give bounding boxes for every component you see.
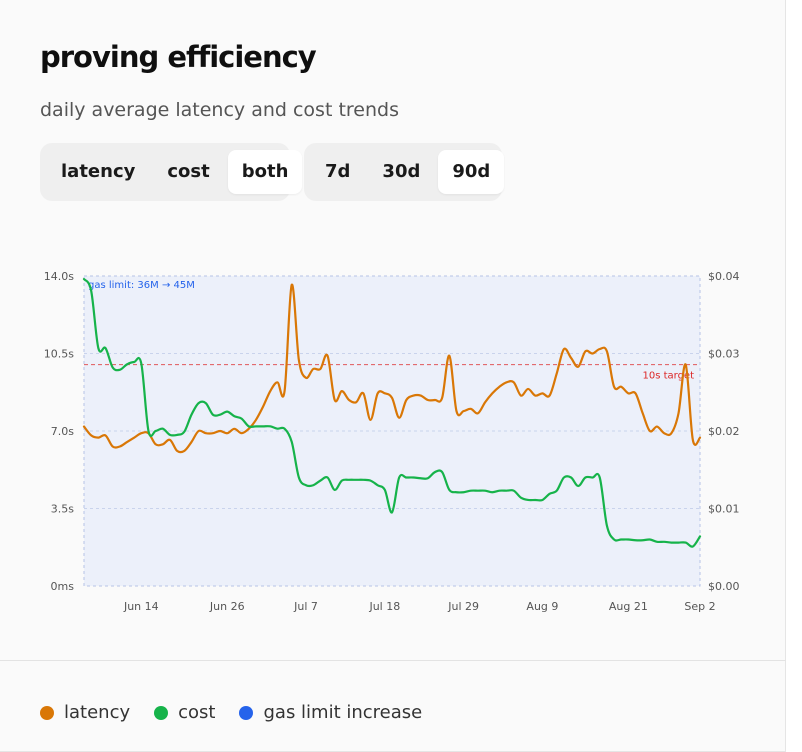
legend-item-cost[interactable]: cost [154,702,215,723]
view-option-cost[interactable]: cost [153,150,223,194]
y-left-tick-label: 14.0s [44,270,74,283]
page-title: proving efficiency [40,40,317,74]
target-label: 10s target [642,371,694,382]
range-option-30d[interactable]: 30d [368,150,434,194]
legend-label-cost: cost [178,702,216,723]
chart-legend: latency cost gas limit increase [40,702,422,723]
range-option-90d[interactable]: 90d [438,150,505,194]
y-left-tick-label: 0ms [51,580,75,593]
y-right-tick-label: $0.02 [708,425,740,438]
x-tick-label: Sep 2 [684,600,715,613]
y-left-tick-label: 7.0s [51,425,74,438]
y-right-tick-label: $0.04 [708,270,740,283]
gas-limit-annotation: gas limit: 36M → 45M [88,280,195,291]
x-tick-label: Aug 21 [609,600,648,613]
x-tick-label: Jul 7 [293,600,318,613]
legend-dot-gas-limit-increase [239,705,254,720]
x-tick-label: Aug 9 [526,600,558,613]
view-option-latency[interactable]: latency [47,150,149,194]
legend-dot-latency [40,705,54,720]
legend-label-latency: latency [64,702,131,723]
y-right-tick-label: $0.00 [708,580,740,593]
x-tick-label: Jun 26 [209,600,245,613]
view-toggle: latency cost both [40,143,303,201]
series-line-latency [82,283,702,454]
range-toggle: 7d 30d 90d [304,143,505,201]
legend-item-latency[interactable]: latency [40,702,130,723]
series-line-cost [82,278,702,548]
x-tick-label: Jun 14 [123,600,159,613]
y-left-tick-label: 3.5s [51,503,74,516]
legend-item-gas-limit-increase[interactable]: gas limit increase [239,702,422,723]
y-right-tick-label: $0.03 [708,348,740,361]
x-tick-label: Jul 29 [447,600,479,613]
y-left-tick-label: 10.5s [44,348,74,361]
legend-label-gas-limit-increase: gas limit increase [263,702,423,723]
divider [0,660,786,661]
range-option-7d[interactable]: 7d [311,150,364,194]
x-tick-label: Jul 18 [368,600,400,613]
page-subtitle: daily average latency and cost trends [40,99,399,121]
view-option-both[interactable]: both [227,150,303,194]
chart-container: 0ms 3.5s 7.0s 10.5s 14.0s $0.00 $0.01 $0.02 $0.0… [0,250,786,630]
efficiency-chart: 0ms 3.5s 7.0s 10.5s 14.0s $0.00 $0.01 $0.02 $0.0… [44,270,740,613]
legend-dot-cost [154,705,169,720]
y-right-tick-label: $0.01 [708,503,740,516]
